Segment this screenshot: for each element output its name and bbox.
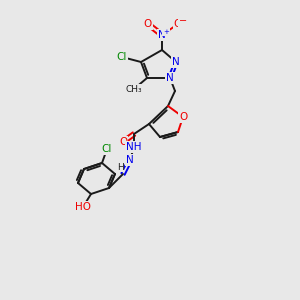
- Text: N: N: [158, 30, 166, 40]
- Text: Cl: Cl: [117, 52, 127, 62]
- Text: O: O: [179, 112, 187, 122]
- Text: O: O: [119, 137, 127, 147]
- Text: N: N: [166, 73, 174, 83]
- Text: +: +: [163, 29, 169, 35]
- Text: −: −: [179, 16, 187, 26]
- Text: O: O: [144, 19, 152, 29]
- Text: NH: NH: [126, 142, 142, 152]
- Text: N: N: [126, 155, 134, 165]
- Text: HO: HO: [75, 202, 91, 212]
- Text: CH₃: CH₃: [126, 85, 142, 94]
- Text: O: O: [174, 19, 182, 29]
- Text: N: N: [172, 57, 180, 67]
- Text: Cl: Cl: [102, 144, 112, 154]
- Text: H: H: [117, 163, 123, 172]
